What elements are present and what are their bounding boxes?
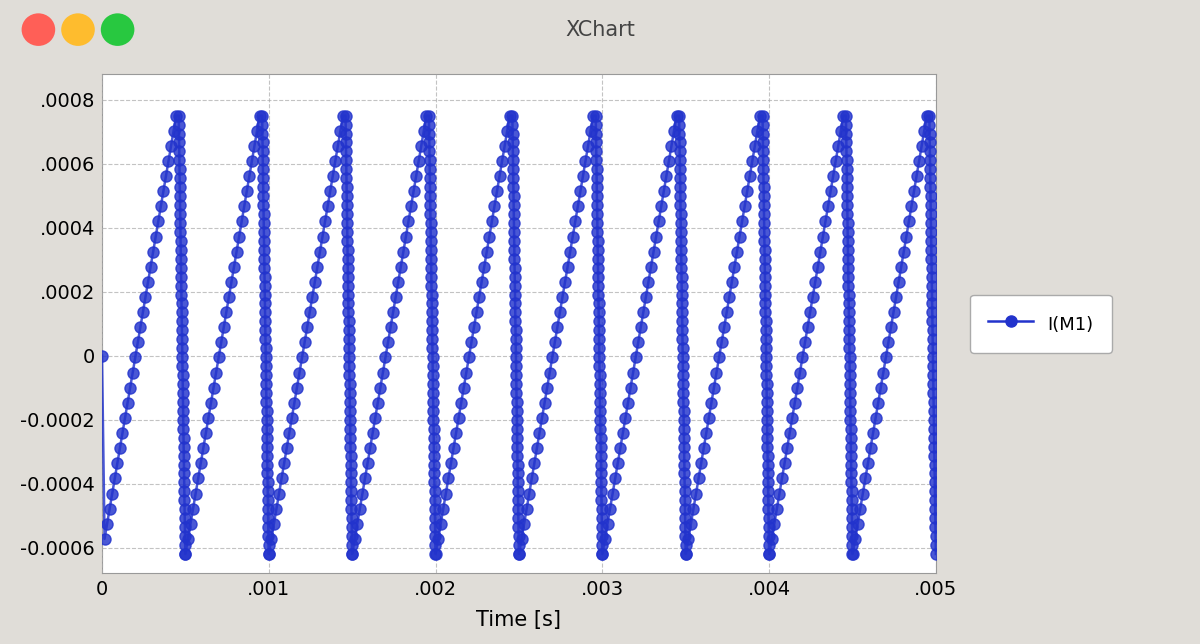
X-axis label: Time [s]: Time [s] (476, 611, 562, 630)
Ellipse shape (101, 14, 134, 46)
Legend: I(M1): I(M1) (970, 294, 1112, 353)
Ellipse shape (22, 14, 55, 46)
Text: XChart: XChart (565, 19, 635, 40)
Ellipse shape (61, 14, 95, 46)
